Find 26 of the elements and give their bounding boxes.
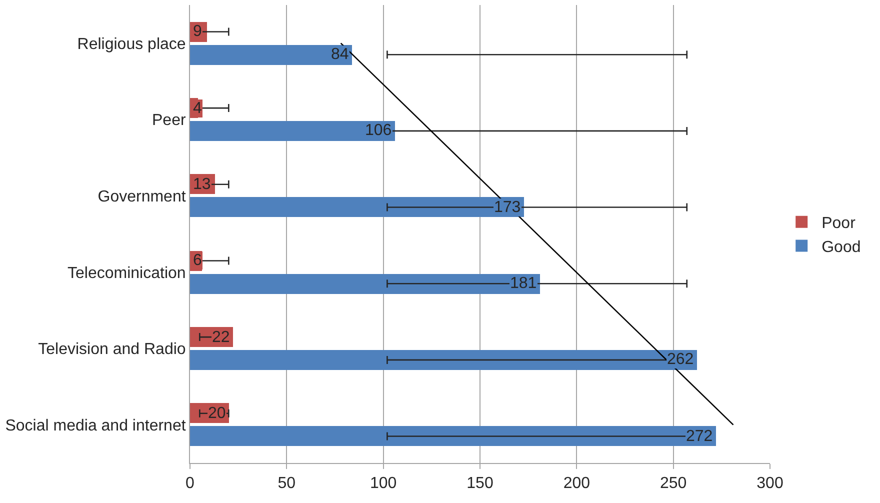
y-tick-label: Telecominication (68, 264, 186, 282)
data-label: 106 (365, 122, 392, 139)
data-label: 6 (193, 252, 202, 269)
data-label: 22 (212, 329, 230, 346)
x-tick-label: 300 (756, 475, 784, 492)
y-tick-label: Television and Radio (38, 341, 186, 358)
data-label: 262 (667, 351, 694, 368)
x-tick-label: 0 (186, 475, 195, 492)
data-label: 173 (494, 199, 521, 216)
data-label: 84 (331, 46, 349, 63)
y-tick-label: Religious place (77, 36, 186, 53)
y-tick-label: Social media and internet (5, 417, 186, 434)
y-tick-label: Government (98, 188, 186, 206)
data-label: 181 (510, 275, 537, 292)
x-tick-label: 50 (278, 475, 296, 492)
data-label: 9 (193, 23, 202, 40)
legend-label: Poor (822, 215, 856, 232)
legend-label: Good (822, 238, 861, 256)
data-label: 20 (208, 405, 226, 422)
data-label: 13 (193, 176, 211, 193)
x-tick-label: 150 (466, 475, 494, 492)
x-tick-label: 250 (660, 475, 687, 492)
x-tick-label: 100 (370, 475, 397, 492)
data-label: 272 (686, 428, 713, 445)
x-tick-label: 200 (563, 475, 590, 492)
y-tick-label: Peer (152, 112, 186, 130)
